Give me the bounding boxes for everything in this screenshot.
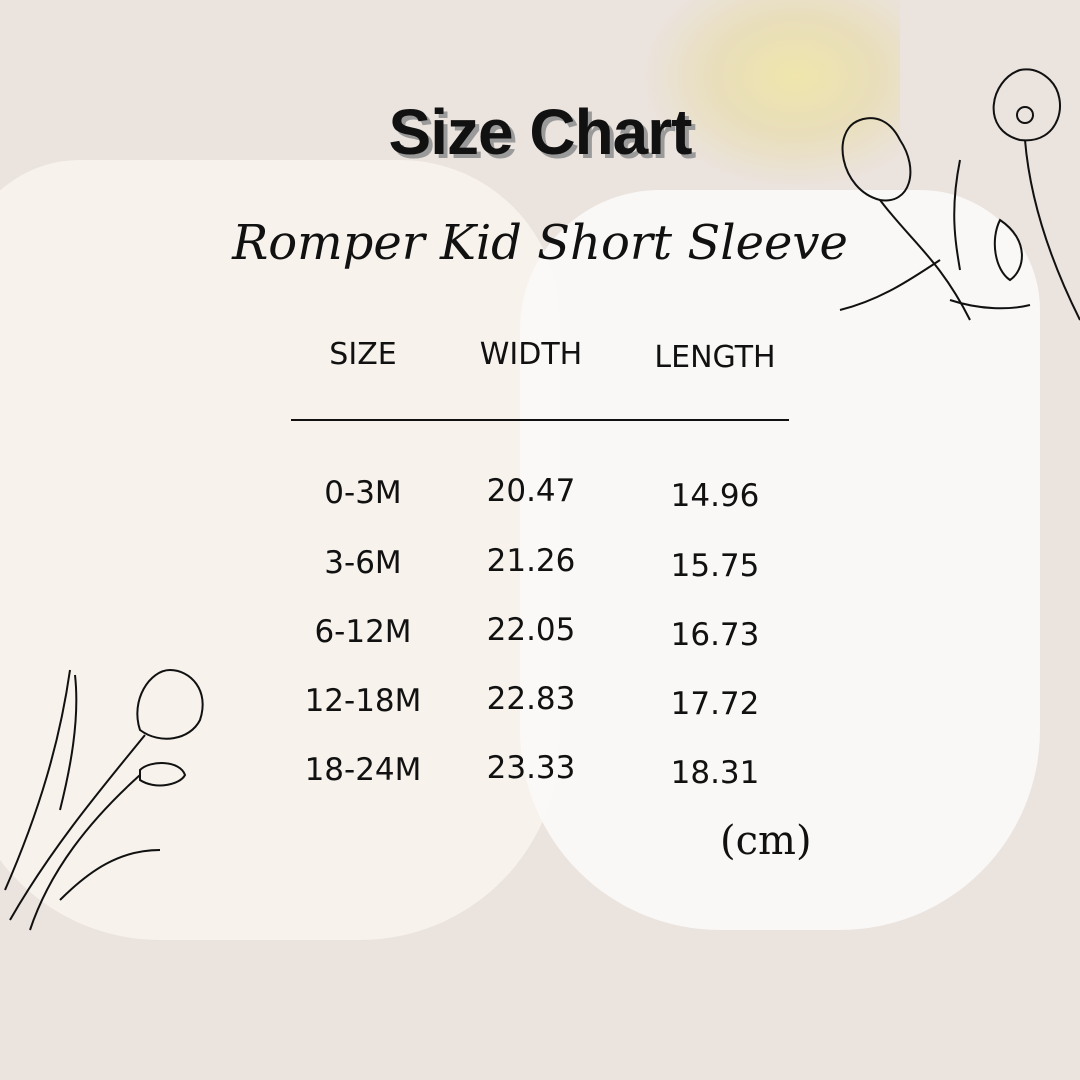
product-subtitle: Romper Kid Short Sleeve [232, 215, 848, 271]
size-cell: 12-18M [304, 683, 422, 719]
width-cell: 20.47 [486, 473, 576, 509]
length-cell: 15.75 [670, 548, 760, 584]
width-cell: 21.26 [486, 543, 576, 579]
line-art-tulips-bottom-left-icon [4, 668, 204, 931]
width-cell: 23.33 [486, 750, 576, 786]
line-art-flowers-top-right-icon [839, 68, 1080, 321]
size-cell: 3-6M [324, 545, 402, 581]
length-cell: 18.31 [670, 755, 760, 791]
header-length: LENGTH [654, 340, 776, 375]
header-width: WIDTH [479, 337, 583, 372]
size-cell: 6-12M [314, 614, 412, 650]
romper-image-right [520, 190, 1040, 930]
width-cell: 22.05 [486, 612, 576, 648]
unit-label: (cm) [720, 818, 812, 864]
length-cell: 17.72 [670, 686, 760, 722]
header-size: SIZE [329, 337, 397, 372]
size-cell: 18-24M [304, 752, 422, 788]
page-title: Size Chart [388, 96, 693, 168]
header-divider [291, 419, 789, 421]
length-cell: 16.73 [670, 617, 760, 653]
length-cell: 14.96 [670, 478, 760, 514]
background-flower [640, 0, 900, 190]
width-cell: 22.83 [486, 681, 576, 717]
romper-image-left [0, 160, 560, 940]
size-cell: 0-3M [324, 475, 402, 511]
